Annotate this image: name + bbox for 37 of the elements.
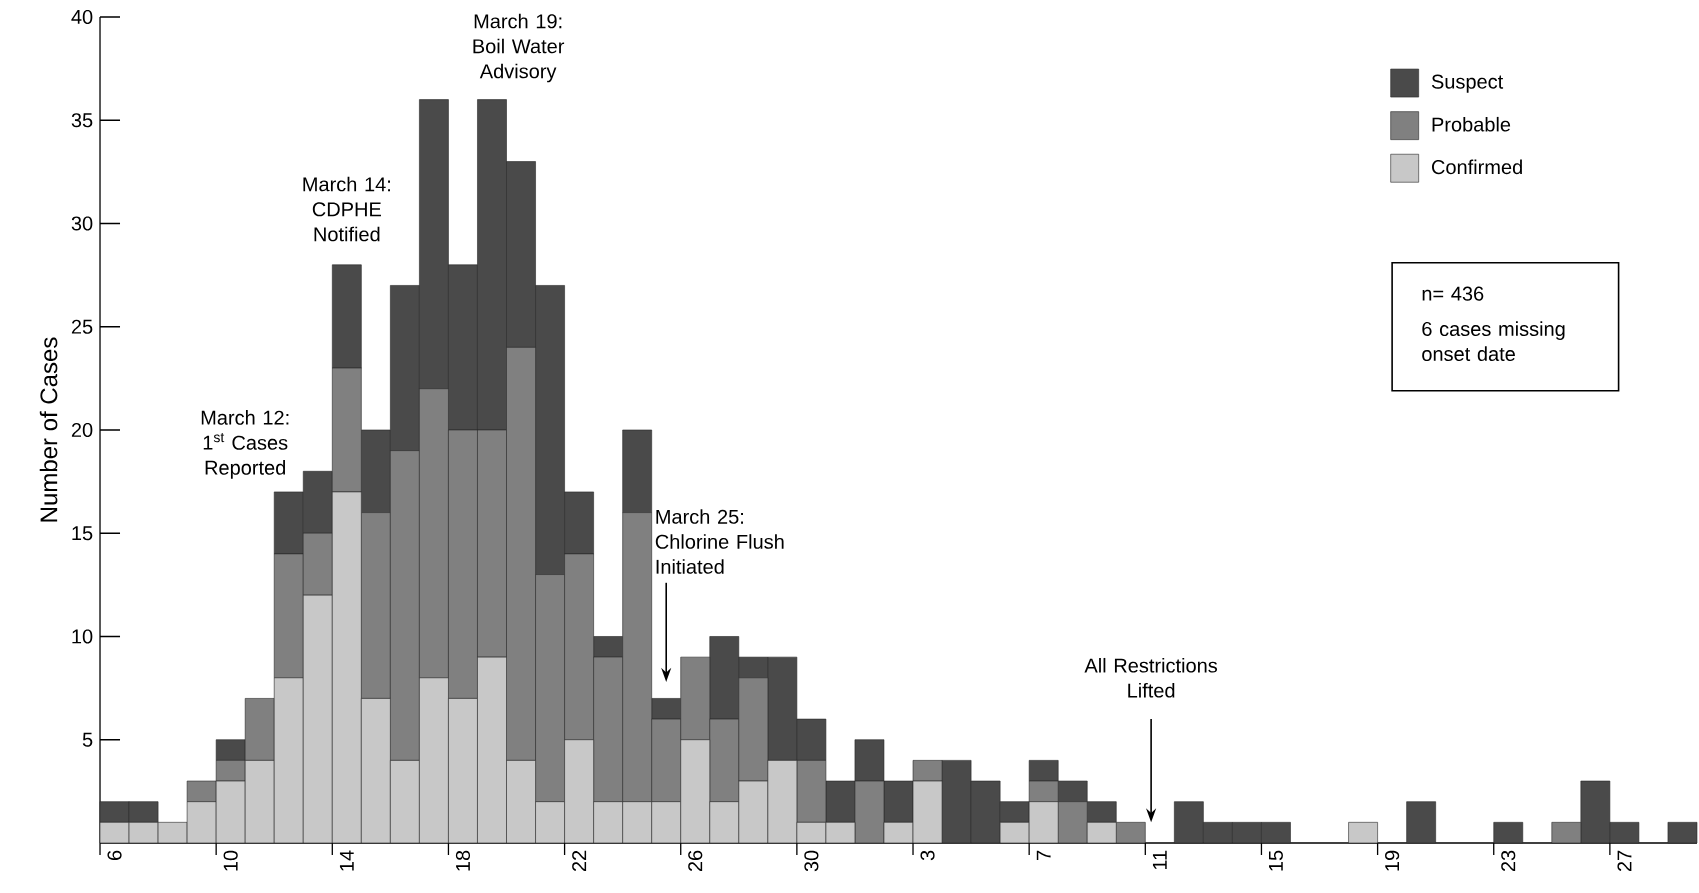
y-tick-label: 25 [71,319,93,334]
legend-label: Suspect [1431,74,1504,93]
y-axis-title: Number of Cases [39,337,58,522]
y-tick-label: 10 [72,629,93,644]
x-tick-label: 7 [1036,850,1051,860]
bar [1493,822,1524,844]
annotation: March 19: Boil Water Advisory [473,13,565,83]
y-tick-label: 35 [71,113,93,128]
x-tick-label: 30 [804,850,819,872]
x-tick-label: 27 [1617,850,1632,872]
legend-label: Confirmed [1431,159,1522,175]
x-tick-label: 14 [339,850,354,871]
x-tick-label: 23 [1501,850,1516,872]
annotation: 6 cases missing onset date [1422,321,1565,362]
y-tick-label: 40 [71,9,93,25]
y-tick-label: 30 [71,216,93,231]
annotation: n= 436 [1422,286,1484,301]
x-tick-label: 10 [223,850,238,871]
x-tick-label: 22 [572,850,587,872]
annotation: March 25: Chlorine Flush Initiated [655,509,784,574]
bar [1667,822,1698,844]
x-tick-label: 26 [688,850,703,872]
x-tick-label: 18 [455,850,471,871]
annotation: March 14: CDPHE Notified [303,176,390,242]
x-tick-label: 11 [1152,850,1167,870]
bar [1348,822,1378,844]
y-tick-label: 20 [71,422,93,438]
annotation: March 12: 1$^{st}$ Cases Reported [201,410,289,479]
y-tick-label: 15 [72,526,93,541]
bar [1406,801,1436,844]
annotation: All Restrictions Lifted [1084,657,1218,698]
y-tick-label: 5 [82,732,93,747]
x-tick-label: 6 [107,850,122,860]
x-tick-label: 3 [920,850,935,861]
legend-label: Probable [1432,116,1511,132]
x-tick-label: 19 [1385,850,1400,871]
x-tick-label: 15 [1268,850,1283,871]
